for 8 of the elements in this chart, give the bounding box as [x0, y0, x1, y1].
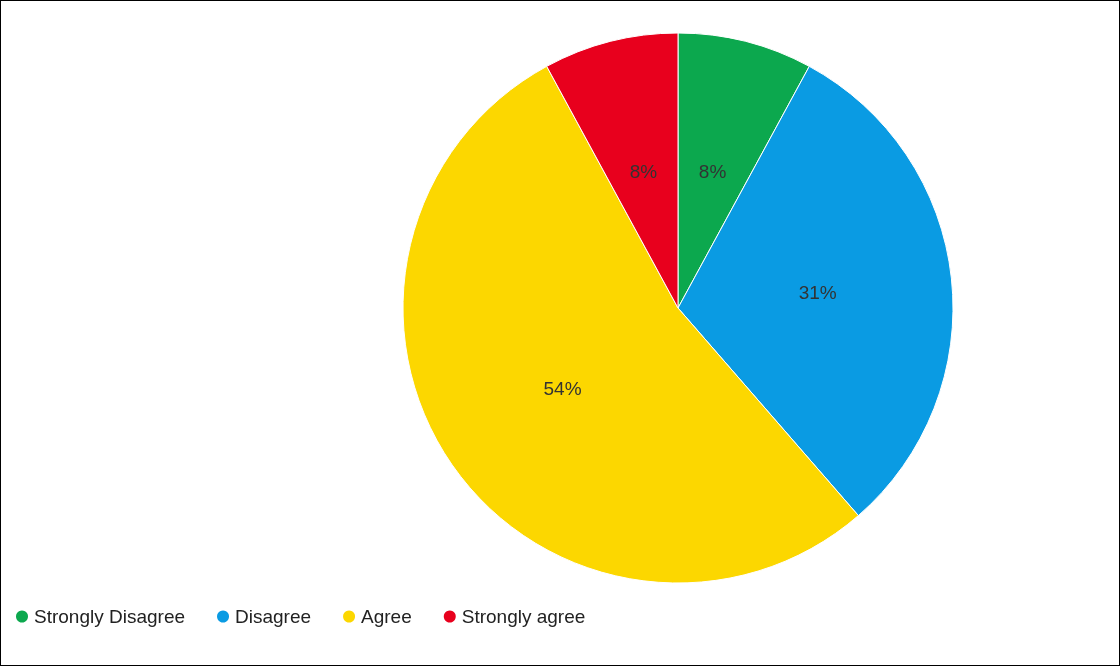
data-label: 8% — [698, 161, 727, 183]
data-label: 31% — [798, 282, 837, 304]
legend-label: Strongly Disagree — [34, 606, 186, 627]
legend-label: Disagree — [235, 606, 312, 627]
data-label: 54% — [543, 377, 582, 399]
data-label: 8% — [629, 161, 658, 183]
legend-label: Strongly agree — [461, 606, 586, 627]
legend-label: Agree — [361, 606, 412, 627]
